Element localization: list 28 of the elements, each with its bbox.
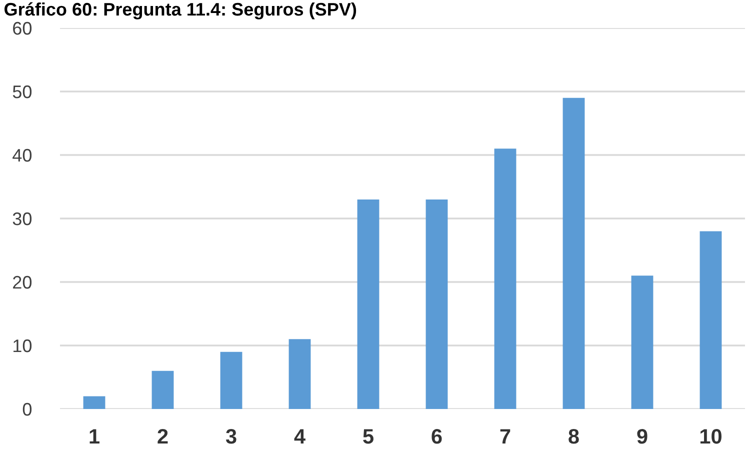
y-tick-label: 20 xyxy=(13,276,32,289)
chart-title: Gráfico 60: Pregunta 11.4: Seguros (SPV) xyxy=(4,2,356,20)
x-tick-label: 6 xyxy=(432,428,442,444)
x-tick-label: 9 xyxy=(637,428,648,444)
x-tick-label: 2 xyxy=(158,428,168,444)
bar xyxy=(357,199,380,409)
x-tick-label: 3 xyxy=(226,428,236,444)
y-tick-label: 60 xyxy=(13,22,32,35)
y-tick-label: 40 xyxy=(12,148,32,162)
bar xyxy=(562,98,585,409)
x-tick-label: 7 xyxy=(500,429,510,444)
bar xyxy=(288,339,311,409)
x-tick-label: 4 xyxy=(294,429,306,444)
x-tick-label: 8 xyxy=(568,428,579,444)
bar xyxy=(83,396,106,409)
y-tick-label: 50 xyxy=(12,85,32,98)
y-tick-label: 0 xyxy=(22,402,32,416)
bar xyxy=(631,276,654,409)
x-tick-label: 1 xyxy=(90,429,100,444)
bar xyxy=(220,352,242,409)
x-tick-label: 10 xyxy=(700,428,722,444)
y-tick-label: 10 xyxy=(14,339,32,352)
bar xyxy=(494,148,516,409)
bar xyxy=(700,231,722,409)
bar xyxy=(426,199,448,409)
bar xyxy=(152,370,174,409)
y-tick-label: 30 xyxy=(12,212,32,226)
x-tick-label: 5 xyxy=(363,429,374,444)
